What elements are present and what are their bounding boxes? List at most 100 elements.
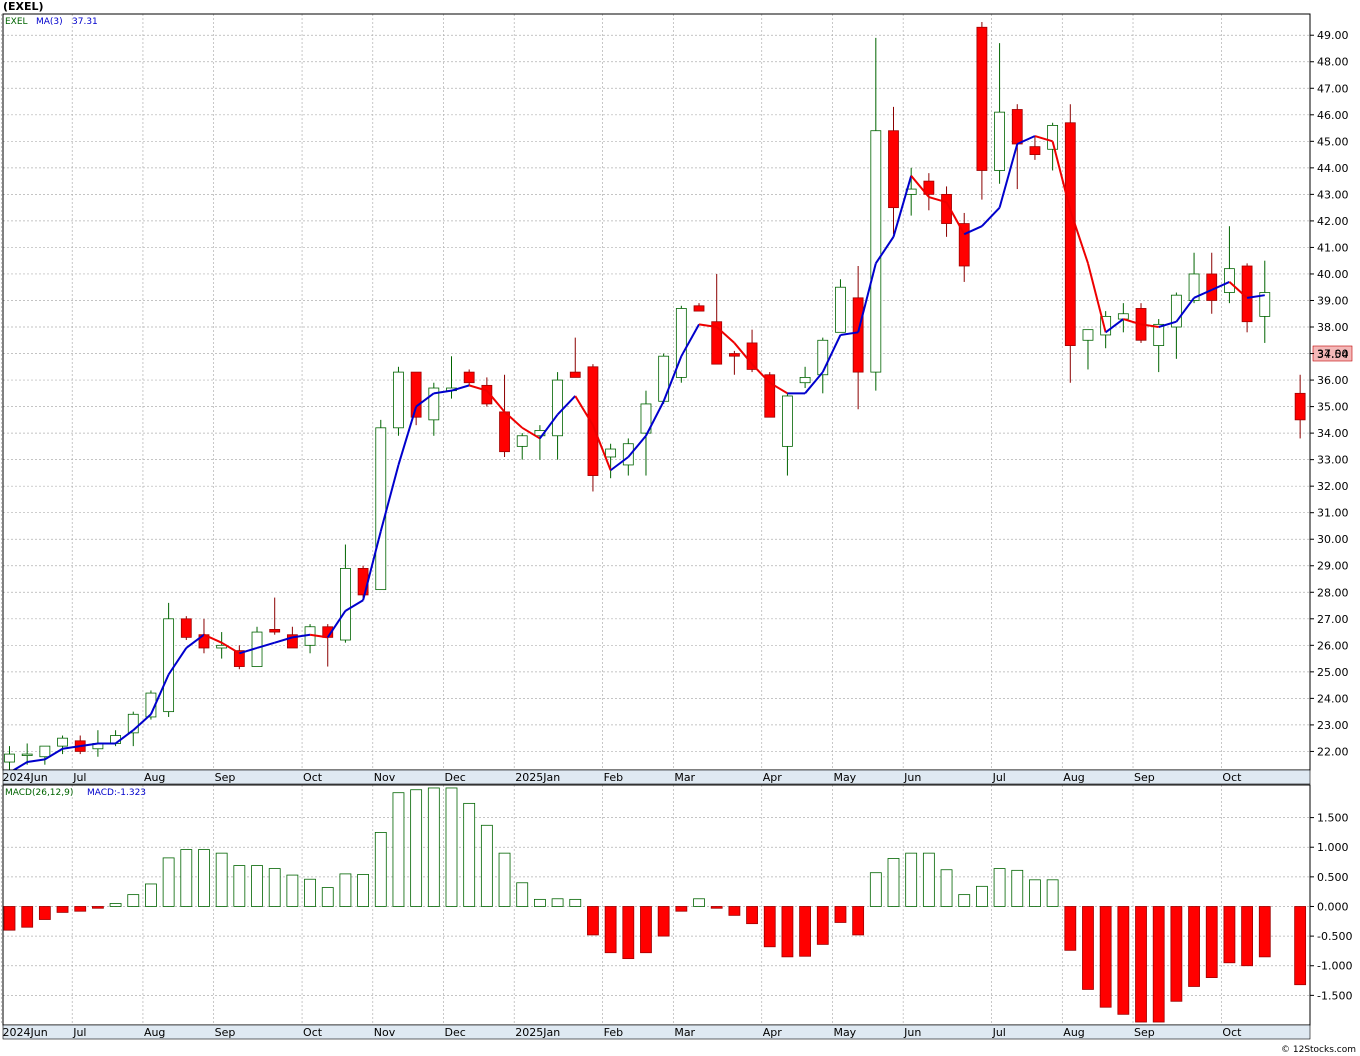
y-tick-label: 46.00	[1317, 109, 1349, 122]
ma3-segment	[1211, 281, 1230, 291]
ma3-segment	[397, 406, 418, 466]
ma3-segment	[27, 758, 46, 764]
candle-body	[994, 111, 1005, 171]
macd-bar	[799, 906, 811, 957]
candle-body	[410, 371, 422, 418]
macd-bar	[1188, 906, 1200, 987]
ma3-segment	[150, 674, 170, 715]
macd-bar	[1241, 906, 1253, 967]
macd-bar	[1046, 879, 1059, 907]
ma3-segment	[733, 342, 753, 365]
y-tick-label: 22.00	[1317, 745, 1349, 758]
candle-body	[340, 568, 351, 641]
ma3-segment	[716, 326, 736, 344]
x-tick-label: 2024Jun	[3, 1026, 48, 1039]
macd-bar	[357, 874, 370, 907]
x-tick-label: Sep	[1134, 1026, 1155, 1039]
candle-body	[286, 634, 298, 649]
candle-body	[481, 384, 493, 405]
macd-bar	[145, 883, 157, 907]
macd-bar	[746, 906, 758, 925]
y-tick-label: 23.00	[1317, 719, 1349, 732]
macd-bar	[268, 868, 281, 907]
candle-body	[233, 650, 245, 667]
ma3-segment	[362, 531, 382, 601]
candle-body	[1294, 392, 1306, 421]
x-tick-label: Apr	[763, 771, 783, 784]
ma3-segment	[539, 413, 559, 440]
ma3-segment	[998, 143, 1019, 208]
price-frame	[2, 13, 1311, 771]
candle-body	[746, 342, 758, 370]
ma3-segment	[256, 641, 275, 649]
x-tick-label: Dec	[445, 771, 466, 784]
candle-body	[675, 308, 687, 378]
macd-bar	[675, 906, 688, 912]
macd-bar	[233, 865, 246, 907]
macd-bar	[1117, 906, 1130, 1015]
candle-body	[516, 435, 528, 447]
candle-body	[799, 377, 811, 384]
macd-bar	[640, 906, 652, 954]
ma3-segment	[379, 464, 400, 532]
macd-bar	[887, 858, 900, 907]
macd-bar	[498, 852, 511, 907]
ma3-segment	[874, 236, 895, 264]
macd-panel	[3, 787, 1307, 1023]
macd-bar	[21, 906, 34, 928]
x-tick-label: Jul	[992, 771, 1006, 784]
candle-body	[835, 286, 846, 333]
ma3-segment	[292, 633, 311, 639]
ma3-segment	[203, 633, 223, 644]
y-tick-label: 34.00	[1317, 427, 1349, 440]
x-tick-label: Aug	[144, 1026, 165, 1039]
macd-bar	[693, 898, 705, 907]
ma3-segment	[556, 395, 576, 416]
y-tick-label: 33.00	[1317, 454, 1349, 467]
candle-body	[393, 371, 404, 429]
ma3-segment	[1123, 318, 1142, 326]
x-tick-label: May	[833, 771, 856, 784]
x-tick-label: Jun	[903, 771, 921, 784]
x-tick-label: Sep	[215, 1026, 236, 1039]
ma3-segment	[344, 599, 364, 612]
y-tick-label: 25.00	[1317, 666, 1349, 679]
macd-bar	[3, 906, 16, 931]
y-tick-label: 1.000	[1317, 841, 1349, 854]
x-tick-label: Oct	[303, 1026, 323, 1039]
ma3-segment	[415, 392, 435, 408]
candle-body	[711, 321, 723, 365]
ma3-segment	[1228, 281, 1248, 299]
x-axis-band	[2, 1024, 1311, 1040]
ma3-segment	[274, 636, 293, 644]
ma3-segment	[521, 426, 541, 440]
ma3-segment	[804, 371, 824, 394]
candle-body	[39, 745, 51, 758]
macd-bar	[534, 898, 546, 907]
ma3-segment	[1105, 318, 1124, 334]
x-tick-label: Jun	[903, 1026, 921, 1039]
y-tick-label: 30.00	[1317, 533, 1349, 546]
ma3-segment	[751, 363, 771, 384]
ma3-segment	[645, 400, 665, 437]
candle-body	[728, 353, 740, 357]
candle-body	[127, 713, 139, 734]
macd-bar	[834, 906, 847, 923]
ma3-segment	[680, 323, 700, 357]
y-tick-label: -1.500	[1317, 989, 1352, 1002]
candle-body	[923, 180, 935, 195]
macd-bar	[251, 865, 263, 907]
macd-bar	[728, 906, 741, 916]
candle-body	[57, 737, 68, 747]
macd-bar	[374, 832, 387, 907]
ma3-segment	[309, 633, 328, 639]
candle-body	[1100, 315, 1112, 336]
candle-body	[1224, 268, 1235, 293]
candle-body	[764, 374, 776, 418]
y-tick-label: 35.00	[1317, 401, 1349, 414]
y-tick-label: 44.00	[1317, 162, 1349, 175]
legend-macd-value: MACD:-1.323	[87, 788, 146, 798]
macd-bar	[940, 869, 953, 907]
ma3-segment	[44, 747, 64, 761]
x-tick-label: Nov	[374, 1026, 396, 1039]
